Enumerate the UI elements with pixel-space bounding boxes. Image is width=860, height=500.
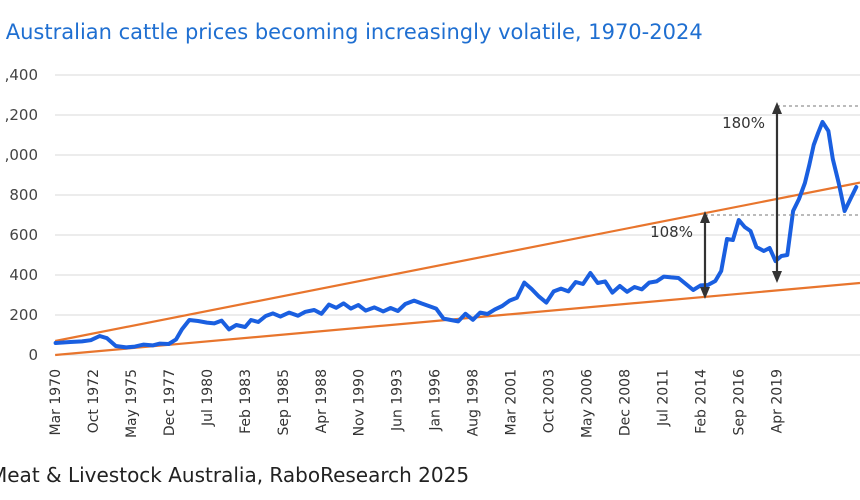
x-tick-label: Jul 1980	[200, 369, 216, 427]
x-tick-label: Feb 2014	[693, 369, 709, 434]
trend-line-upper	[54, 181, 860, 343]
annotation-label: 108%	[650, 223, 693, 241]
x-tick-label: Aug 1998	[466, 369, 482, 436]
x-tick-label: Dec 2008	[617, 369, 633, 436]
x-tick-label: Jul 2011	[655, 369, 671, 427]
x-tick-label: Apr 1988	[314, 369, 330, 433]
x-tick-label: Nov 1990	[352, 369, 368, 436]
y-tick-label: 800	[9, 186, 38, 204]
trend-lines	[54, 181, 860, 357]
x-tick-label: Dec 1977	[162, 369, 178, 436]
x-tick-label: Apr 2019	[769, 369, 785, 433]
x-tick-label: Sep 2016	[731, 369, 747, 436]
trend-line-lower	[55, 281, 860, 357]
x-tick-label: Jan 1996	[428, 369, 444, 432]
annotation-label: 180%	[722, 114, 765, 132]
x-tick-label: Oct 2003	[542, 369, 558, 433]
x-axis-ticks: Mar 1970 Oct 1972 May 1975 Dec 1977 Jul 1980…	[48, 369, 785, 438]
y-tick-label: ,400	[5, 66, 38, 84]
y-axis-ticks: 0 200 400 600 800 ,000 ,200 ,400	[5, 66, 38, 364]
series-lines	[53, 120, 859, 350]
x-tick-label: Mar 1970	[48, 369, 64, 436]
y-tick-label: 400	[9, 266, 38, 284]
annotations: 108% 180%	[650, 102, 860, 299]
x-tick-label: May 1975	[124, 369, 140, 438]
source-note: Meat & Livestock Australia, RaboResearch…	[0, 463, 470, 487]
y-tick-label: 0	[28, 346, 38, 364]
x-tick-label: May 2006	[579, 369, 595, 438]
y-tick-label: 200	[9, 306, 38, 324]
x-tick-label: Jun 1993	[390, 369, 406, 432]
x-tick-label: Sep 1985	[276, 369, 292, 435]
x-tick-label: Feb 1983	[238, 369, 254, 434]
chart-title: : Australian cattle prices becoming incr…	[0, 20, 703, 44]
x-tick-label: Oct 1972	[86, 369, 102, 433]
y-tick-label: ,000	[5, 146, 38, 164]
series-line-0	[53, 120, 859, 350]
y-tick-label: 600	[9, 226, 38, 244]
y-tick-label: ,200	[5, 106, 38, 124]
x-tick-label: Mar 2001	[504, 369, 520, 436]
